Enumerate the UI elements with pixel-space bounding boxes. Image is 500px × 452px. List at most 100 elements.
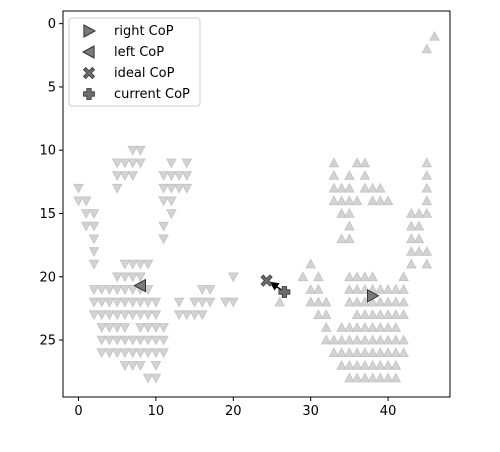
pressure-down-marker: [135, 335, 146, 346]
pressure-up-marker: [344, 170, 355, 180]
pressure-up-marker: [336, 321, 347, 332]
pressure-down-marker: [150, 361, 162, 371]
pressure-down-marker: [158, 234, 169, 245]
pressure-down-marker: [158, 323, 169, 333]
pressure-up-marker: [367, 309, 378, 320]
pressure-down-marker: [135, 348, 146, 359]
pressure-down-marker: [228, 272, 239, 283]
pressure-down-marker: [119, 297, 131, 308]
left-cop-marker: [133, 278, 146, 293]
pressure-up-marker: [344, 182, 355, 193]
pressure-down-marker: [158, 196, 169, 207]
pressure-down-marker: [111, 183, 123, 194]
pressure-up-marker: [382, 347, 394, 358]
pressure-down-marker: [111, 335, 123, 346]
pressure-down-marker: [158, 348, 169, 359]
pressure-up-marker: [328, 195, 340, 206]
pressure-up-marker: [305, 283, 316, 294]
x-tick-label: 10: [148, 404, 165, 419]
pressure-up-marker: [336, 208, 347, 218]
pressure-down-marker: [127, 297, 138, 308]
pressure-down-marker: [150, 297, 162, 308]
pressure-up-marker: [344, 334, 355, 345]
pressure-down-marker: [73, 196, 84, 207]
pressure-up-marker: [421, 157, 433, 168]
pressure-down-marker: [111, 158, 123, 169]
pressure-up-marker: [421, 182, 433, 193]
pressure-down-marker: [166, 183, 177, 194]
pressure-up-marker: [406, 220, 417, 231]
pressure-down-marker: [150, 310, 162, 321]
pressure-down-marker: [135, 145, 146, 156]
pressure-down-marker: [197, 297, 208, 308]
pressure-down-marker: [173, 297, 185, 308]
legend: right CoP left CoP ideal CoP current CoP: [68, 17, 201, 107]
pressure-up-marker: [375, 283, 386, 294]
pressure-up-marker: [367, 359, 378, 370]
pressure-up-marker: [382, 195, 394, 206]
pressure-down-marker: [80, 196, 92, 207]
pressure-up-marker: [367, 271, 378, 282]
pressure-down-marker: [158, 221, 169, 232]
pressure-up-marker: [313, 296, 324, 307]
pressure-up-marker: [336, 359, 347, 370]
pressure-down-marker: [119, 348, 131, 359]
pressure-down-marker: [127, 335, 138, 346]
pressure-down-marker: [166, 209, 177, 219]
pressure-up-marker: [344, 208, 355, 218]
pressure-up-marker: [359, 309, 371, 320]
pressure-down-marker: [150, 373, 162, 384]
y-tick-label: 25: [39, 334, 56, 349]
pressure-up-marker: [344, 347, 355, 358]
pressure-down-marker: [142, 310, 154, 321]
pressure-down-marker: [127, 310, 138, 321]
legend-ideal-cop-icon: [82, 66, 96, 80]
pressure-up-marker: [351, 359, 363, 370]
pressure-up-marker: [406, 258, 417, 269]
pressure-up-marker: [375, 372, 386, 383]
legend-left-cop-icon: [81, 45, 95, 59]
pressure-up-marker: [328, 157, 340, 168]
pressure-up-marker: [382, 359, 394, 370]
legend-label-right-cop: right CoP: [114, 24, 174, 39]
pressure-down-marker: [88, 259, 100, 270]
pressure-up-marker: [351, 296, 363, 307]
pressure-down-marker: [142, 297, 154, 308]
pressure-down-marker: [158, 171, 169, 181]
pressure-up-marker: [382, 283, 394, 294]
pressure-up-marker: [274, 296, 285, 307]
pressure-down-marker: [158, 335, 169, 346]
pressure-down-marker: [135, 259, 146, 270]
pressure-down-marker: [142, 348, 154, 359]
pressure-up-marker: [421, 208, 433, 218]
pressure-up-marker: [305, 296, 316, 307]
pressure-up-marker: [398, 283, 409, 294]
pressure-down-marker: [96, 285, 107, 295]
pressure-up-marker: [344, 296, 355, 307]
pressure-down-marker: [111, 310, 123, 321]
pressure-up-marker: [344, 233, 355, 244]
pressure-down-marker: [119, 335, 131, 346]
pressure-down-marker: [127, 348, 138, 359]
pressure-up-marker: [359, 334, 371, 345]
pressure-up-marker: [429, 30, 440, 41]
pressure-up-marker: [297, 271, 309, 282]
pressure-up-marker: [351, 347, 363, 358]
pressure-down-marker: [166, 196, 177, 207]
pressure-down-marker: [111, 285, 123, 295]
pressure-up-marker: [351, 195, 363, 206]
pressure-up-marker: [375, 334, 386, 345]
pressure-down-marker: [150, 348, 162, 359]
pressure-up-marker: [336, 334, 347, 345]
pressure-down-marker: [88, 297, 100, 308]
pressure-down-marker: [88, 209, 100, 219]
pressure-up-marker: [351, 271, 363, 282]
pressure-down-marker: [96, 323, 107, 333]
pressure-up-marker: [320, 296, 332, 307]
pressure-up-marker: [367, 347, 378, 358]
pressure-down-marker: [127, 361, 138, 371]
y-tick-label: 15: [39, 207, 56, 222]
pressure-down-marker: [127, 259, 138, 270]
pressure-down-marker: [111, 297, 123, 308]
